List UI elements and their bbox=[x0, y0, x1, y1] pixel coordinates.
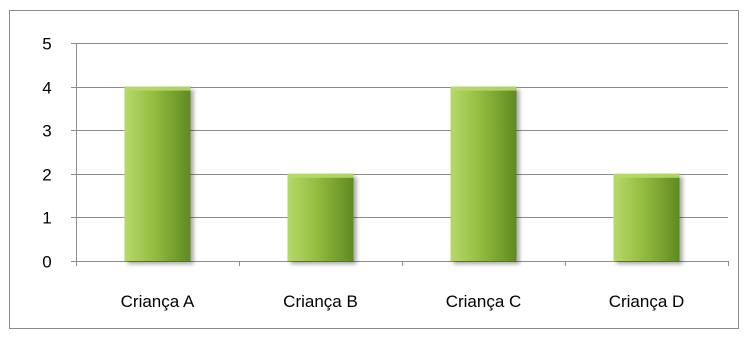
axes bbox=[71, 43, 729, 266]
bar-top-bevel-4 bbox=[613, 173, 680, 178]
y-tick-label-5: 5 bbox=[42, 35, 51, 54]
bar-body-3 bbox=[450, 86, 517, 261]
y-tick-label-2: 2 bbox=[42, 166, 51, 185]
x-tick-label-2: Criança B bbox=[283, 292, 358, 311]
y-tick-label-0: 0 bbox=[42, 253, 51, 272]
x-tick-label-3: Criança C bbox=[446, 292, 522, 311]
chart-border bbox=[9, 10, 739, 329]
bar-body-2 bbox=[287, 173, 354, 261]
x-tick-label-1: Criança A bbox=[121, 292, 195, 311]
y-tick-label-3: 3 bbox=[42, 122, 51, 141]
bar-1 bbox=[124, 86, 191, 261]
bar-4 bbox=[613, 173, 680, 261]
bar-body-1 bbox=[124, 86, 191, 261]
axis-labels: 0 1 2 3 4 5 Criança A Criança B Criança C Criança… bbox=[42, 35, 684, 312]
bar-top-bevel-3 bbox=[450, 86, 517, 91]
bars bbox=[124, 86, 680, 261]
bar-top-bevel-1 bbox=[124, 86, 191, 91]
bar-top-bevel-2 bbox=[287, 173, 354, 178]
y-tick-label-1: 1 bbox=[42, 209, 51, 228]
bar-body-4 bbox=[613, 173, 680, 261]
bar-3 bbox=[450, 86, 517, 261]
y-tick-label-4: 4 bbox=[42, 79, 51, 98]
x-tick-label-4: Criança D bbox=[609, 292, 685, 311]
bar-2 bbox=[287, 173, 354, 261]
